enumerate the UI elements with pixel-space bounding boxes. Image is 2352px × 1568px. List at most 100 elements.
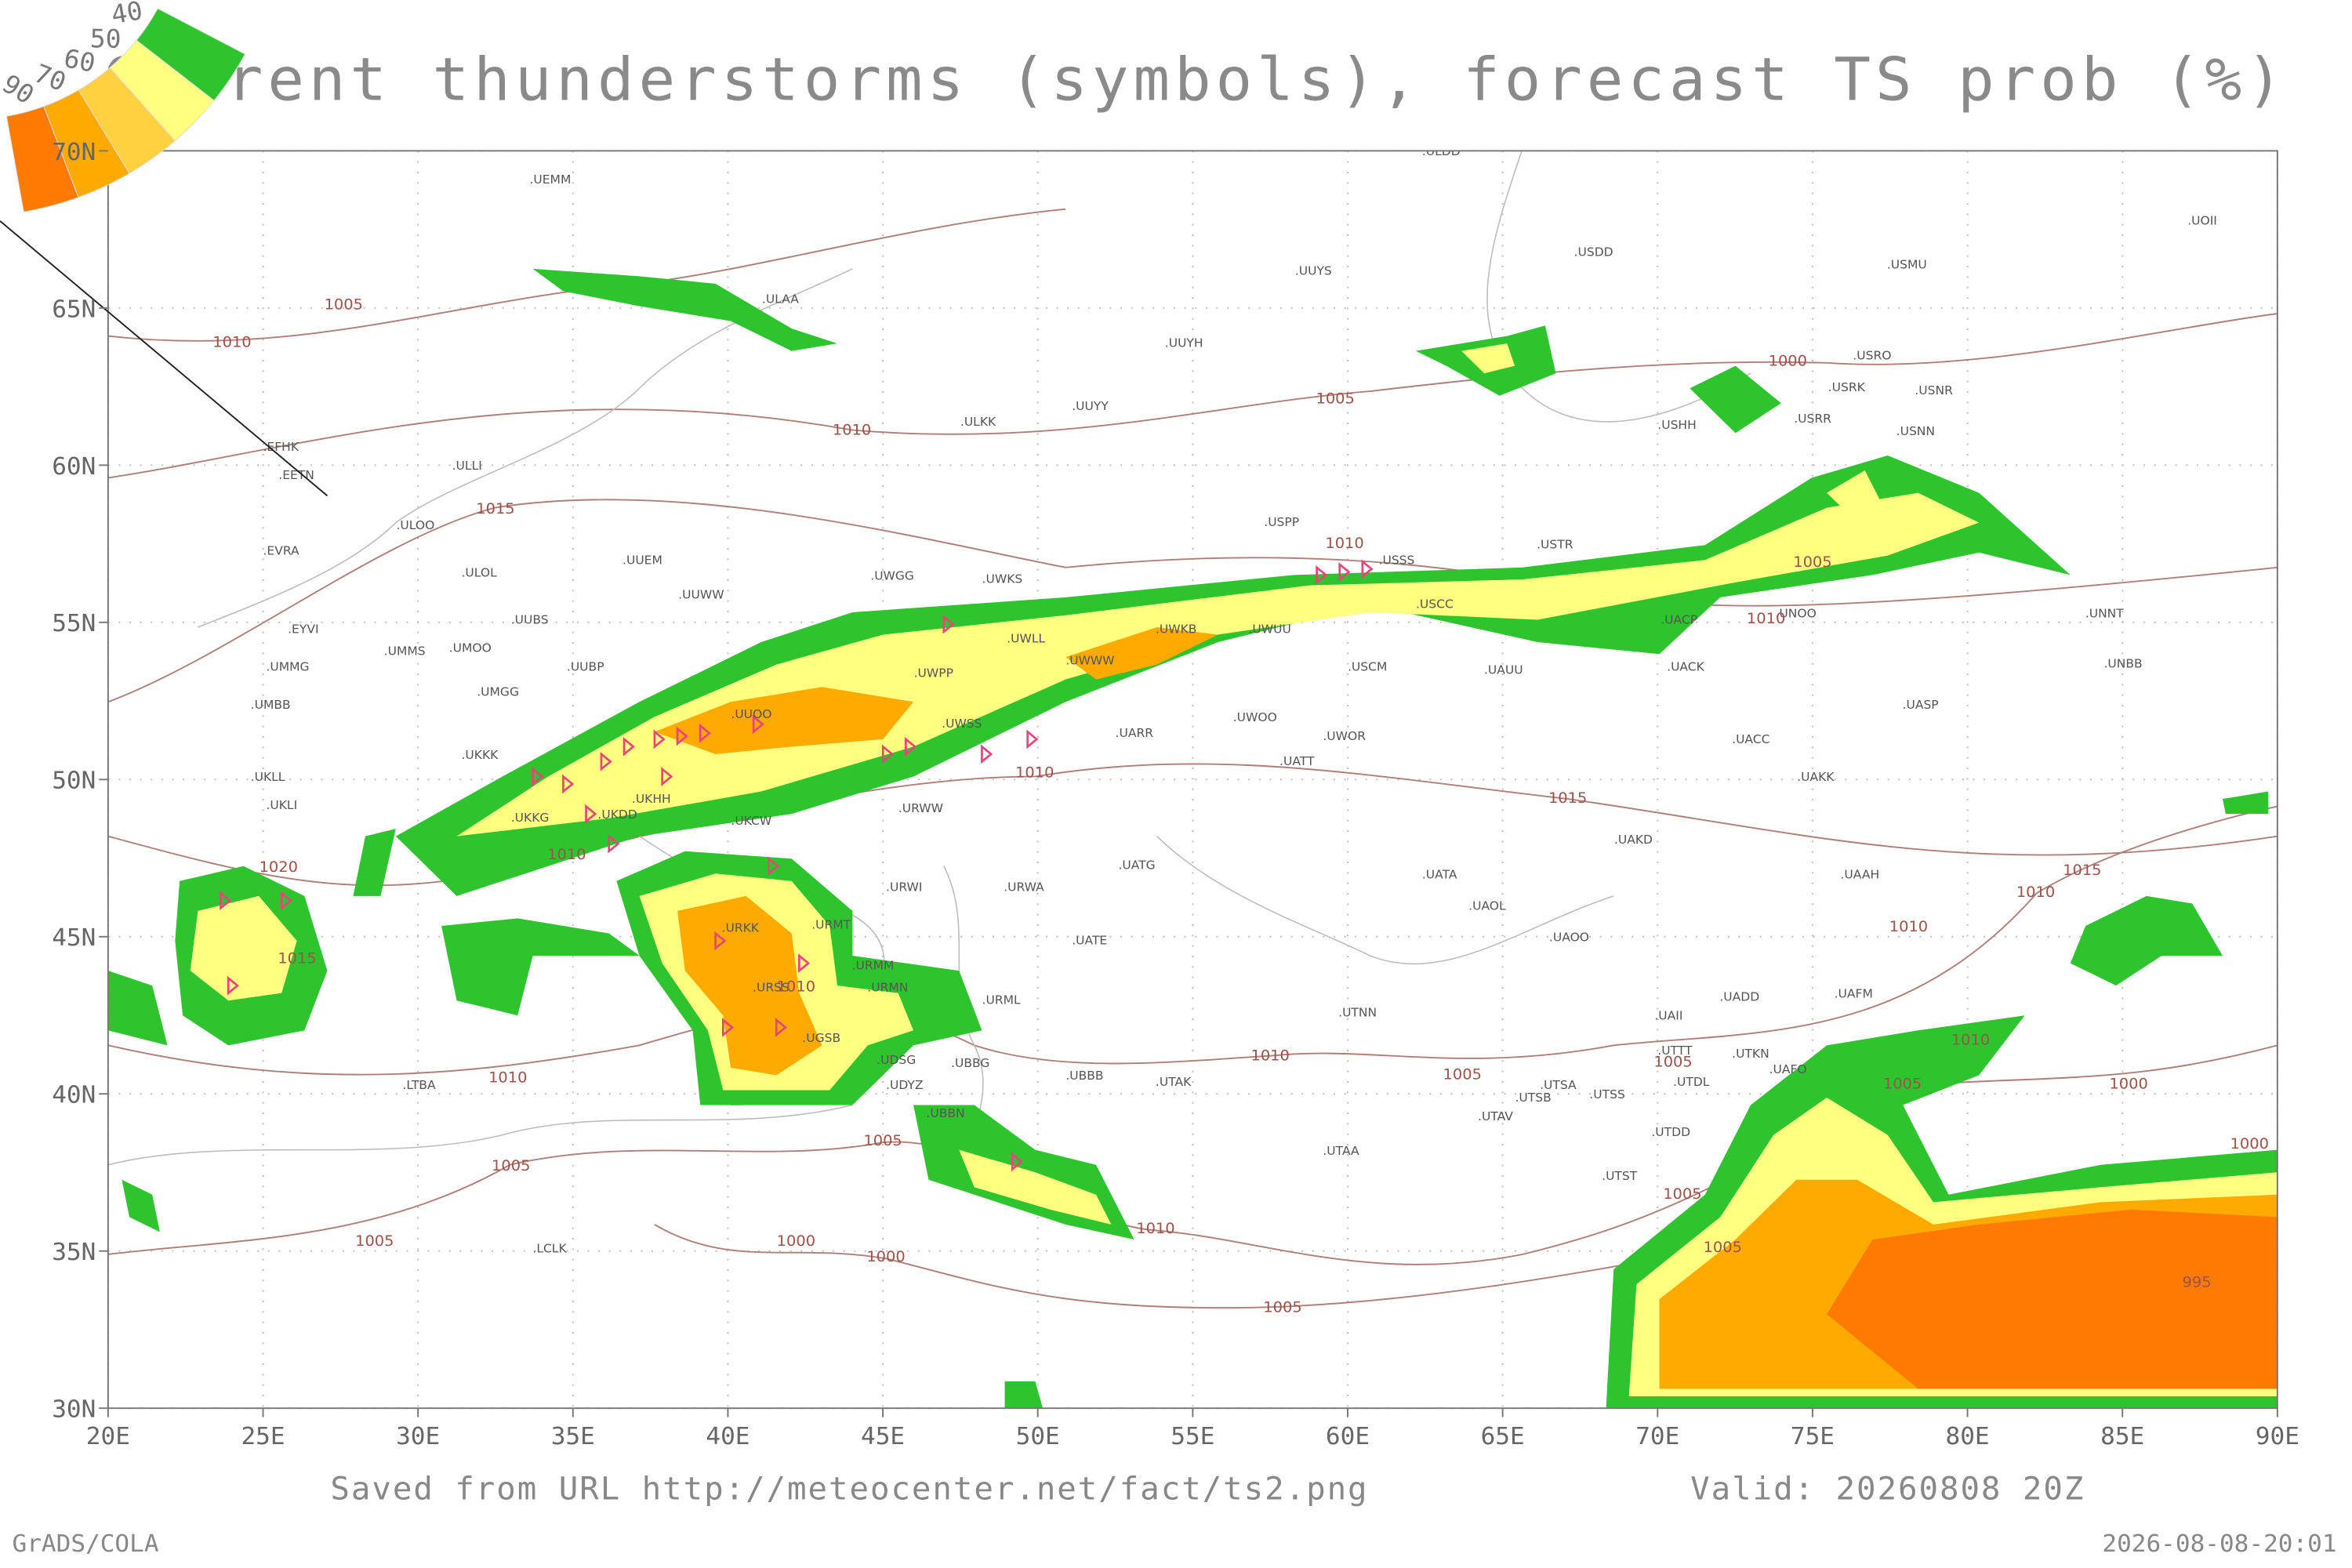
isobar-label: 995	[2183, 1272, 2212, 1290]
isobar-label: 1010	[212, 333, 251, 351]
station-label: .UUWW	[678, 588, 724, 602]
station-label: .UACK	[1667, 660, 1705, 674]
station-label: .UTST	[1602, 1169, 1638, 1183]
station-label: .USRK	[1828, 380, 1866, 394]
y-tick-label: 45N	[52, 924, 96, 952]
station-label: .UKKK	[461, 748, 499, 762]
isobar-label: 1000	[777, 1232, 815, 1250]
station-label: .UDYZ	[886, 1078, 924, 1092]
isobar-label: 1015	[2063, 861, 2101, 879]
station-label: .UTAA	[1323, 1144, 1359, 1158]
y-tick-label: 35N	[52, 1238, 96, 1266]
station-label: .UACP	[1661, 613, 1697, 627]
station-label: .USNR	[1915, 383, 1953, 397]
station-label: .UKKG	[511, 811, 550, 825]
station-label: .URWA	[1004, 880, 1044, 894]
station-label: .EYVI	[288, 622, 318, 637]
station-label: .UBBB	[1065, 1069, 1103, 1083]
station-label: .USHH	[1657, 418, 1697, 432]
legend-label: 60	[61, 43, 97, 78]
station-label: .UACC	[1732, 732, 1769, 746]
station-label: .USNN	[1896, 424, 1935, 438]
y-tick-label: 50N	[52, 767, 96, 795]
isobar-label: 1010	[547, 845, 586, 863]
thunderstorm-symbols	[220, 559, 1374, 1172]
station-label: .UAUU	[1484, 663, 1523, 677]
isobar-label: 1000	[2230, 1134, 2269, 1152]
station-label: .UKDD	[597, 808, 637, 822]
isobar-label: 1010	[488, 1069, 527, 1087]
y-tick-label: 40N	[52, 1081, 96, 1109]
isobar-label: 1010	[833, 421, 871, 439]
isobar-label: 1005	[325, 295, 363, 313]
station-label: .UKHH	[632, 792, 671, 806]
station-label: .UMMG	[266, 660, 309, 674]
x-tick-label: 75E	[1791, 1422, 1835, 1450]
isobar-label: 1010	[777, 978, 815, 996]
x-tick-label: 65E	[1481, 1422, 1525, 1450]
credit: GrADS/COLA	[13, 1530, 159, 1558]
station-label: .UTSB	[1515, 1091, 1551, 1105]
station-label: .UATE	[1072, 934, 1107, 948]
x-tick-label: 80E	[1946, 1422, 1990, 1450]
station-label: .UTSA	[1540, 1078, 1577, 1092]
station-label: .UMBB	[251, 698, 291, 712]
station-label: .ULOO	[396, 518, 434, 532]
isobar-label: 1015	[278, 949, 316, 967]
station-label: .UNNT	[2085, 607, 2125, 621]
station-label: .UDSG	[877, 1053, 916, 1067]
station-label: .USTR	[1537, 537, 1573, 551]
isobar-label: 1005	[1316, 390, 1354, 408]
station-label: .UKLI	[266, 798, 297, 812]
x-tick-label: 30E	[396, 1422, 440, 1450]
station-label: .UUBP	[567, 660, 604, 674]
legend-swatch	[136, 8, 246, 101]
station-label: .ULOL	[461, 566, 497, 580]
legend-pointer	[0, 220, 328, 497]
station-label: .UASP	[1903, 698, 1939, 712]
station-label: .UBBG	[951, 1056, 989, 1070]
station-label: .UUEM	[622, 553, 662, 567]
station-label: .UEMM	[529, 172, 571, 187]
isobar-label: 1010	[1015, 764, 1054, 782]
station-label: .UWWW	[1065, 654, 1114, 668]
x-tick-label: 50E	[1016, 1422, 1060, 1450]
y-tick-label: 30N	[52, 1396, 96, 1424]
station-label: .UAII	[1654, 1009, 1682, 1023]
x-tick-label: 40E	[706, 1422, 750, 1450]
station-label: .USDD	[1574, 245, 1613, 260]
map-title: Current thunderstorms (symbols), forecas…	[103, 45, 2288, 114]
x-tick-label: 25E	[241, 1422, 285, 1450]
station-label: .USSS	[1379, 553, 1415, 567]
y-tick-label: 60N	[52, 452, 96, 481]
isobar-label: 1005	[1653, 1053, 1692, 1071]
x-tick-label: 60E	[1326, 1422, 1370, 1450]
station-label: .USCM	[1348, 660, 1387, 674]
isobar-label: 1005	[1883, 1075, 1922, 1093]
station-label: .UBBN	[926, 1106, 964, 1120]
station-label: .URWW	[898, 801, 943, 815]
isobar-label: 1010	[1889, 917, 1928, 935]
station-label: .EVRA	[263, 543, 300, 557]
station-label: .UUYY	[1072, 399, 1109, 413]
x-tick-label: 70E	[1635, 1422, 1679, 1450]
x-tick-label: 20E	[86, 1422, 130, 1450]
station-label: .UTTT	[1657, 1044, 1693, 1058]
station-label: .UOII	[2187, 213, 2217, 227]
station-label: .UGSB	[802, 1031, 840, 1045]
station-label: .UTSS	[1589, 1087, 1624, 1102]
x-tick-label: 90E	[2256, 1422, 2299, 1450]
station-label: .URMM	[852, 959, 895, 973]
station-label: .UAOL	[1468, 899, 1506, 913]
station-label: .UKLL	[251, 770, 285, 784]
isobar-label: 1000	[2109, 1075, 2147, 1093]
station-label: .UWKB	[1156, 622, 1196, 637]
station-label: .UTDL	[1673, 1075, 1710, 1089]
station-label: .UARR	[1116, 726, 1154, 740]
station-label: .UWPP	[914, 666, 953, 681]
y-tick-label: 55N	[52, 610, 96, 638]
station-label: .UWKS	[982, 572, 1023, 586]
station-label: .URML	[982, 993, 1022, 1007]
station-label: .UTNN	[1338, 1006, 1377, 1020]
